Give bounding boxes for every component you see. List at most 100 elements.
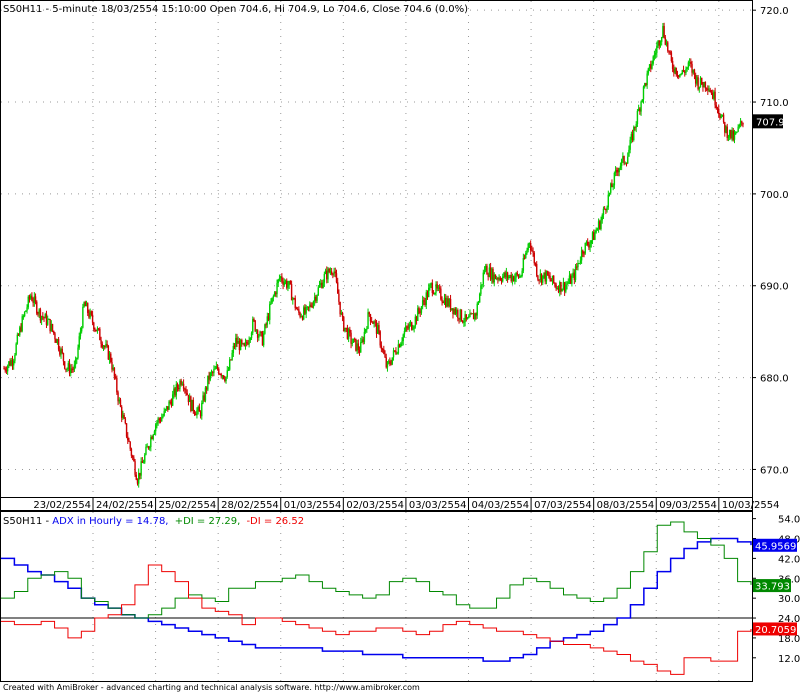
- candle-body: [162, 415, 164, 418]
- candle-body: [726, 126, 728, 139]
- candle-body: [261, 332, 264, 346]
- candle-body: [438, 287, 441, 289]
- candle-body: [128, 440, 130, 442]
- candle-body: [667, 42, 669, 51]
- candle-body: [306, 306, 309, 308]
- candle-body: [296, 309, 299, 311]
- candle-body: [607, 194, 610, 208]
- candle-body: [147, 446, 150, 449]
- candle-body: [171, 394, 174, 406]
- candle-body: [580, 250, 583, 261]
- candle-body: [68, 363, 71, 374]
- candle-body: [233, 346, 236, 348]
- candle-body: [337, 282, 339, 294]
- candle-body: [242, 343, 244, 345]
- candle-body: [163, 410, 165, 416]
- mdi-last-tag: 20.7059: [753, 622, 797, 636]
- candle-body: [454, 309, 457, 314]
- candle-body: [618, 168, 620, 173]
- candle-body: [699, 77, 702, 87]
- candle-body: [505, 272, 508, 278]
- candle-body: [424, 301, 426, 305]
- price-tick-label: 700.0: [760, 190, 789, 201]
- candle-body: [499, 277, 502, 281]
- candle-body: [446, 298, 448, 307]
- price-chart-title: S50H11 - 5-minute 18/03/2554 15:10:00 Op…: [3, 4, 468, 15]
- candle-body: [645, 83, 647, 86]
- candle-body: [503, 272, 505, 277]
- candle-body: [442, 301, 444, 304]
- candle-body: [101, 343, 103, 348]
- candle-body: [421, 300, 424, 307]
- date-tick-label: 10/03/2554: [722, 500, 780, 511]
- candle-body: [589, 243, 591, 248]
- candle-body: [468, 317, 470, 319]
- candle-body: [506, 272, 509, 279]
- candle-body: [236, 337, 238, 344]
- date-tick-label: 28/02/2554: [221, 500, 279, 511]
- candle-body: [622, 156, 624, 160]
- candle-body: [197, 406, 199, 411]
- candle-body: [599, 221, 601, 230]
- candle-body: [409, 322, 412, 325]
- candle-body: [91, 314, 94, 323]
- candle-body: [538, 279, 540, 281]
- candle-body: [244, 342, 247, 347]
- candle-body: [175, 384, 178, 396]
- candle-body: [588, 245, 590, 248]
- candle-body: [420, 306, 423, 313]
- candle-body: [641, 99, 643, 102]
- candle-body: [164, 409, 167, 411]
- candle-body: [104, 346, 106, 348]
- candle-body: [66, 369, 68, 371]
- candle-body: [690, 61, 692, 65]
- candle-body: [542, 275, 544, 283]
- candle-body: [572, 272, 574, 276]
- candle-body: [629, 139, 631, 150]
- candle-body: [654, 52, 657, 55]
- candle-body: [300, 316, 302, 318]
- date-tick-label: 02/03/2554: [346, 500, 404, 511]
- candle-body: [21, 316, 23, 332]
- candle-body: [434, 292, 436, 294]
- candle-body: [620, 159, 623, 166]
- candle-body: [287, 285, 289, 288]
- candle-body: [453, 309, 455, 314]
- date-tick-label: 08/03/2554: [597, 500, 655, 511]
- candle-body: [662, 26, 664, 37]
- price-tick-label: 710.0: [760, 98, 789, 109]
- candle-body: [118, 399, 120, 402]
- candle-body: [290, 284, 293, 301]
- candle-body: [71, 368, 73, 370]
- candle-body: [323, 273, 326, 283]
- candle-body: [688, 61, 691, 63]
- candle-body: [602, 208, 605, 215]
- candle-body: [188, 396, 191, 403]
- candle-body: [648, 64, 651, 69]
- candle-body: [85, 303, 88, 307]
- candle-body: [436, 284, 438, 289]
- candle-body: [445, 297, 447, 307]
- candle-body: [107, 345, 110, 360]
- candle-body: [94, 329, 96, 331]
- candle-body: [137, 472, 140, 484]
- candle-body: [350, 332, 352, 344]
- candle-body: [582, 250, 584, 254]
- candle-body: [213, 369, 215, 373]
- candle-body: [139, 472, 141, 476]
- candle-body: [127, 436, 129, 441]
- candle-body: [525, 253, 527, 259]
- candle-body: [140, 461, 142, 476]
- candle-body: [272, 296, 275, 298]
- candle-body: [134, 461, 136, 475]
- candle-body: [329, 271, 332, 273]
- candle-body: [367, 312, 369, 329]
- candle-body: [26, 307, 28, 311]
- footer-credit: Created with AmiBroker - advanced charti…: [3, 683, 420, 692]
- candle-body: [59, 349, 61, 355]
- candle-body: [61, 348, 63, 353]
- candle-body: [201, 403, 203, 417]
- candle-body: [722, 114, 725, 122]
- candle-body: [561, 288, 563, 292]
- candle-body: [288, 280, 290, 286]
